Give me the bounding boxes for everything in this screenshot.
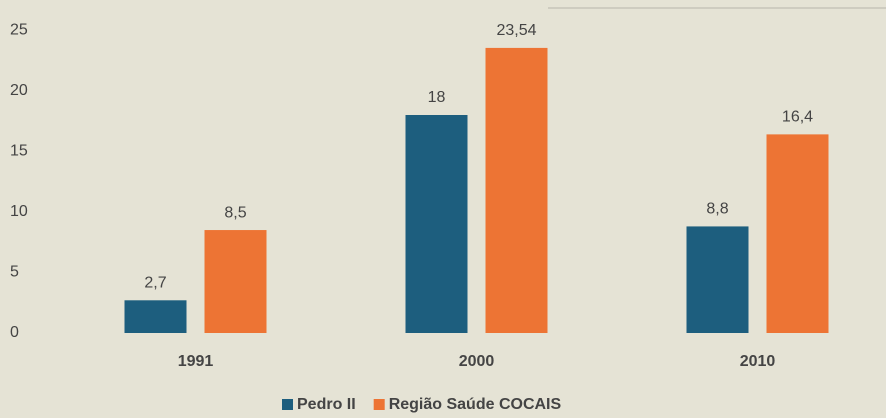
value-label: 8,5 (224, 204, 246, 221)
bar (485, 47, 548, 333)
value-label: 16,4 (782, 109, 813, 126)
bar (686, 226, 749, 333)
value-label: 8,8 (706, 201, 728, 218)
x-tick-label: 2000 (459, 353, 495, 370)
value-label: 18 (428, 89, 446, 106)
value-label: 23,54 (496, 22, 536, 39)
y-tick-label: 5 (10, 264, 19, 281)
y-tick-label: 15 (10, 143, 28, 160)
legend-label: Pedro II (297, 396, 356, 413)
x-tick-label: 1991 (178, 353, 214, 370)
y-tick-label: 0 (10, 324, 19, 341)
legend-swatch (282, 399, 293, 410)
bar (204, 230, 267, 333)
x-tick-label: 2010 (740, 353, 776, 370)
legend-label: Região Saúde COCAIS (389, 396, 562, 413)
y-tick-label: 20 (10, 82, 28, 99)
bar (766, 134, 829, 333)
y-tick-label: 25 (10, 21, 28, 38)
y-tick-label: 10 (10, 203, 28, 220)
value-label: 2,7 (144, 275, 166, 292)
bar (124, 300, 187, 333)
legend-swatch (373, 399, 385, 410)
bar (405, 115, 468, 333)
